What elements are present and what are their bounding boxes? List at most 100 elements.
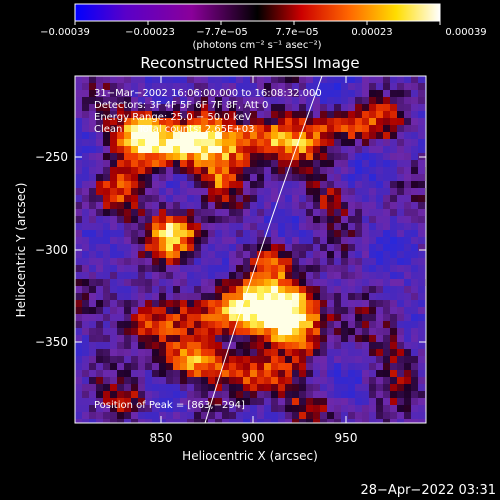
image-pixel — [194, 314, 201, 321]
image-pixel — [103, 174, 110, 181]
image-pixel — [243, 265, 250, 272]
image-pixel — [229, 258, 236, 265]
image-pixel — [236, 237, 243, 244]
image-pixel — [187, 174, 194, 181]
image-pixel — [250, 209, 257, 216]
image-pixel — [201, 370, 208, 377]
image-pixel — [138, 174, 145, 181]
image-pixel — [376, 265, 383, 272]
image-pixel — [327, 286, 334, 293]
colorbar-units: (photons cm⁻² s⁻¹ asec⁻²) — [192, 40, 321, 51]
image-pixel — [327, 412, 334, 419]
image-pixel — [306, 111, 313, 118]
image-pixel — [103, 279, 110, 286]
image-pixel — [131, 202, 138, 209]
image-pixel — [159, 244, 166, 251]
image-pixel — [110, 251, 117, 258]
image-pixel — [264, 111, 271, 118]
image-pixel — [180, 405, 187, 412]
image-pixel — [397, 307, 404, 314]
image-pixel — [418, 419, 425, 423]
image-pixel — [257, 279, 264, 286]
image-pixel — [250, 125, 257, 132]
image-pixel — [334, 76, 341, 83]
image-pixel — [271, 76, 278, 83]
image-pixel — [96, 370, 103, 377]
image-pixel — [82, 342, 89, 349]
image-pixel — [264, 223, 271, 230]
image-pixel — [355, 293, 362, 300]
image-pixel — [243, 195, 250, 202]
image-pixel — [397, 188, 404, 195]
image-pixel — [362, 223, 369, 230]
image-pixel — [173, 160, 180, 167]
image-pixel — [397, 223, 404, 230]
image-pixel — [222, 265, 229, 272]
image-pixel — [278, 132, 285, 139]
image-pixel — [362, 349, 369, 356]
image-pixel — [194, 216, 201, 223]
image-pixel — [89, 307, 96, 314]
image-pixel — [187, 265, 194, 272]
image-pixel — [313, 167, 320, 174]
image-pixel — [418, 363, 425, 370]
image-pixel — [306, 104, 313, 111]
image-pixel — [271, 412, 278, 419]
image-pixel — [145, 370, 152, 377]
image-pixel — [334, 279, 341, 286]
image-pixel — [418, 83, 425, 90]
image-pixel — [306, 76, 313, 83]
image-pixel — [306, 230, 313, 237]
image-pixel — [159, 258, 166, 265]
image-pixel — [390, 398, 397, 405]
image-pixel — [369, 195, 376, 202]
image-pixel — [75, 104, 82, 111]
image-pixel — [278, 90, 285, 97]
image-pixel — [208, 300, 215, 307]
image-pixel — [215, 216, 222, 223]
image-pixel — [390, 216, 397, 223]
image-pixel — [285, 377, 292, 384]
image-pixel — [110, 265, 117, 272]
image-pixel — [271, 286, 278, 293]
image-pixel — [229, 90, 236, 97]
image-pixel — [201, 265, 208, 272]
image-pixel — [215, 419, 222, 423]
image-pixel — [103, 209, 110, 216]
image-pixel — [208, 412, 215, 419]
image-pixel — [264, 125, 271, 132]
image-pixel — [194, 370, 201, 377]
image-pixel — [355, 202, 362, 209]
image-pixel — [229, 244, 236, 251]
image-pixel — [138, 391, 145, 398]
image-pixel — [348, 202, 355, 209]
image-pixel — [180, 181, 187, 188]
image-pixel — [117, 391, 124, 398]
image-pixel — [285, 335, 292, 342]
image-pixel — [222, 258, 229, 265]
image-pixel — [348, 412, 355, 419]
image-pixel — [376, 356, 383, 363]
image-pixel — [362, 237, 369, 244]
image-pixel — [82, 335, 89, 342]
image-pixel — [369, 321, 376, 328]
image-pixel — [145, 300, 152, 307]
image-pixel — [390, 363, 397, 370]
image-pixel — [341, 321, 348, 328]
image-pixel — [229, 181, 236, 188]
image-pixel — [334, 188, 341, 195]
image-pixel — [145, 111, 152, 118]
image-pixel — [187, 342, 194, 349]
image-pixel — [243, 125, 250, 132]
image-pixel — [411, 167, 418, 174]
image-pixel — [278, 139, 285, 146]
image-pixel — [215, 314, 222, 321]
image-pixel — [334, 237, 341, 244]
image-pixel — [110, 125, 117, 132]
image-pixel — [334, 125, 341, 132]
image-pixel — [159, 146, 166, 153]
image-pixel — [201, 251, 208, 258]
image-pixel — [236, 118, 243, 125]
image-pixel — [369, 391, 376, 398]
image-pixel — [96, 342, 103, 349]
